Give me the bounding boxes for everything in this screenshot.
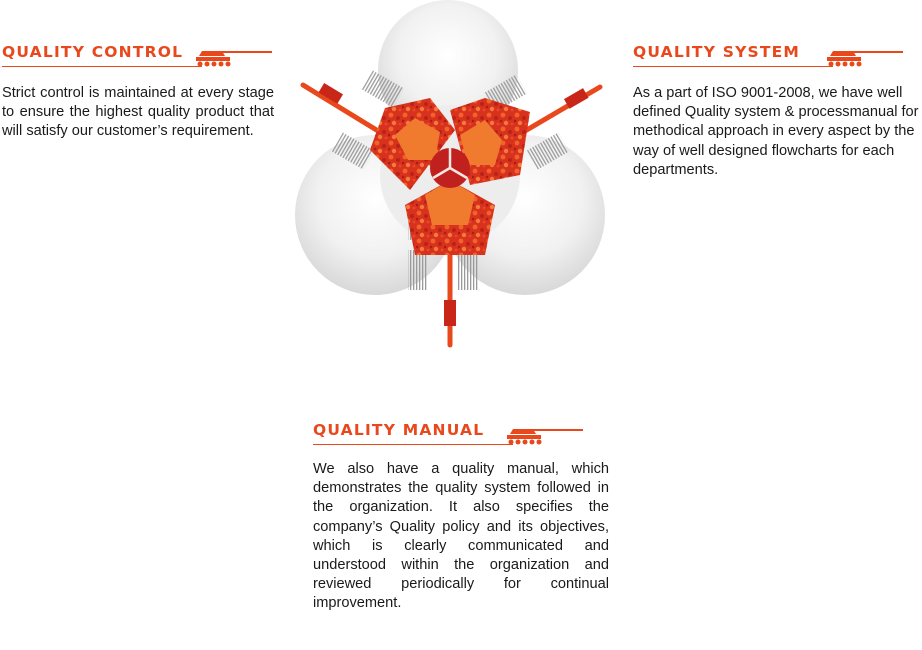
tank-icon [507,429,583,445]
heading-underline [2,66,202,67]
quality-system-section: QUALITY SYSTEM As a part of ISO 9001-200… [633,42,919,180]
shell-emblem [295,0,605,348]
quality-system-text: As a part of ISO 9001-2008, we have well… [633,85,919,178]
quality-manual-heading: QUALITY MANUAL [313,421,485,439]
quality-control-heading: QUALITY CONTROL [2,43,184,61]
tank-icon [827,51,903,67]
heading-underline [633,66,833,67]
quality-manual-text: We also have a quality manual, which dem… [313,461,609,612]
quality-control-section: QUALITY CONTROL Strict control is mainta… [2,42,274,142]
barrel-bands [318,83,589,326]
quality-system-heading: QUALITY SYSTEM [633,43,801,61]
quality-control-text: Strict control is maintained at every st… [2,85,274,140]
quality-manual-section: QUALITY MANUAL We also have a quality ma… [313,420,609,614]
heading-underline [313,444,513,445]
tank-icon [196,51,272,67]
